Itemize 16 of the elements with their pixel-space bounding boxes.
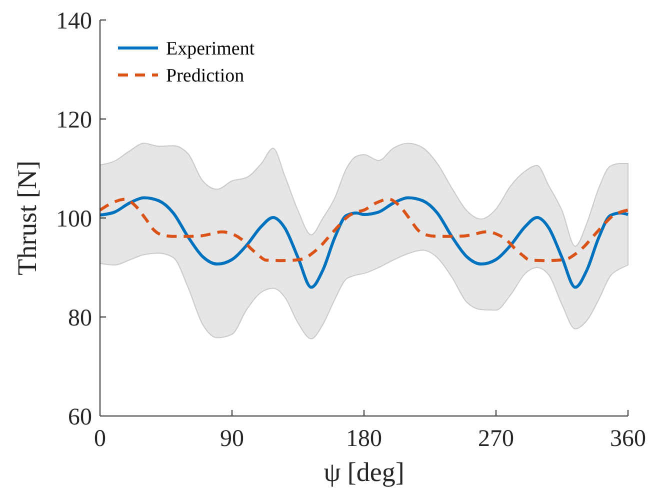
y-axis-title: Thrust [N] bbox=[12, 160, 42, 276]
legend-label: Experiment bbox=[166, 38, 256, 60]
y-tick-label: 60 bbox=[68, 404, 92, 430]
line-series bbox=[98, 196, 630, 289]
y-tick-label: 120 bbox=[56, 107, 92, 134]
y-tick-label: 100 bbox=[56, 206, 92, 232]
x-tick-label: 0 bbox=[94, 426, 106, 452]
x-tick-label: 270 bbox=[478, 426, 514, 452]
x-axis-title: ψ [deg] bbox=[324, 457, 404, 487]
y-tick-label: 140 bbox=[56, 8, 92, 34]
x-tick-label: 90 bbox=[220, 426, 244, 452]
legend-label: Prediction bbox=[166, 66, 245, 87]
y-tick-label: 80 bbox=[68, 305, 92, 332]
x-tick-label: 180 bbox=[346, 426, 382, 452]
line-series bbox=[98, 198, 630, 262]
x-tick-label: 360 bbox=[610, 426, 646, 452]
